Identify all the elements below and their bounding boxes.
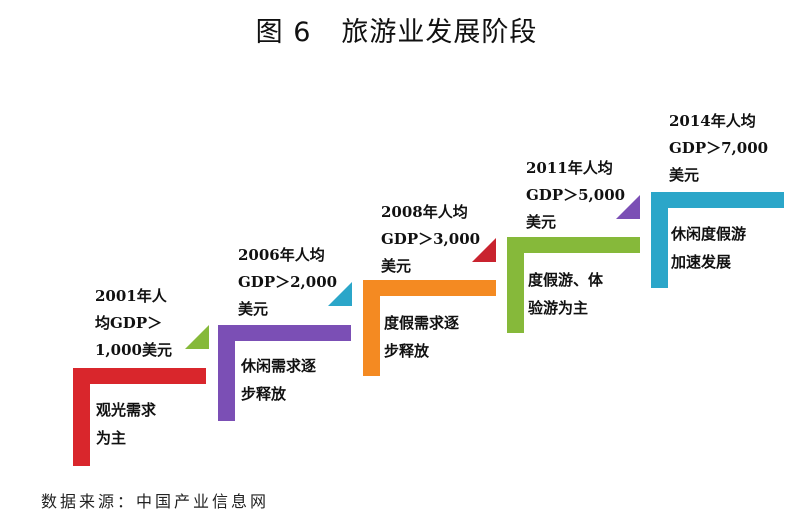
figure-number: 图 6	[255, 17, 312, 48]
data-source: 数据来源：中国产业信息网	[41, 492, 270, 511]
stage-2006-milestone: 2006年人均 GDP＞2,000 美元	[238, 246, 338, 318]
stage-2008-horizontal-bar	[363, 280, 496, 296]
triangle-green-icon	[185, 325, 209, 349]
triangle-purple-icon	[616, 195, 640, 219]
stage-2011-horizontal-bar	[507, 237, 640, 253]
stage-2006-description: 休闲需求逐 步释放	[241, 357, 317, 403]
stage-2014-description: 休闲度假游 加速发展	[671, 225, 747, 271]
stage-2011-vertical-bar	[507, 237, 524, 333]
stage-2008-milestone: 2008年人均 GDP＞3,000 美元	[381, 203, 481, 275]
stage-2001-vertical-bar	[73, 368, 90, 466]
stage-2008-description: 度假需求逐 步释放	[384, 314, 460, 360]
stage-2014-horizontal-bar	[651, 192, 784, 208]
triangle-teal-icon	[328, 282, 352, 306]
figure-title: 图 6 旅游业发展阶段	[0, 10, 793, 49]
triangle-red-icon	[472, 238, 496, 262]
stage-2001-description: 观光需求 为主	[96, 401, 157, 447]
stage-2008-vertical-bar	[363, 280, 380, 376]
stage-2001-milestone: 2001年人 均GDP＞ 1,000美元	[95, 287, 172, 359]
stage-2006-horizontal-bar	[218, 325, 351, 341]
stage-2011-milestone: 2011年人均 GDP＞5,000 美元	[526, 159, 626, 231]
stage-2011-description: 度假游、体 验游为主	[528, 271, 604, 317]
stage-2006-vertical-bar	[218, 325, 235, 421]
figure-title-text: 旅游业发展阶段	[341, 17, 538, 48]
stage-2001-horizontal-bar	[73, 368, 206, 384]
stage-2014-milestone: 2014年人均 GDP＞7,000 美元	[669, 112, 769, 184]
stage-2014-vertical-bar	[651, 192, 668, 288]
